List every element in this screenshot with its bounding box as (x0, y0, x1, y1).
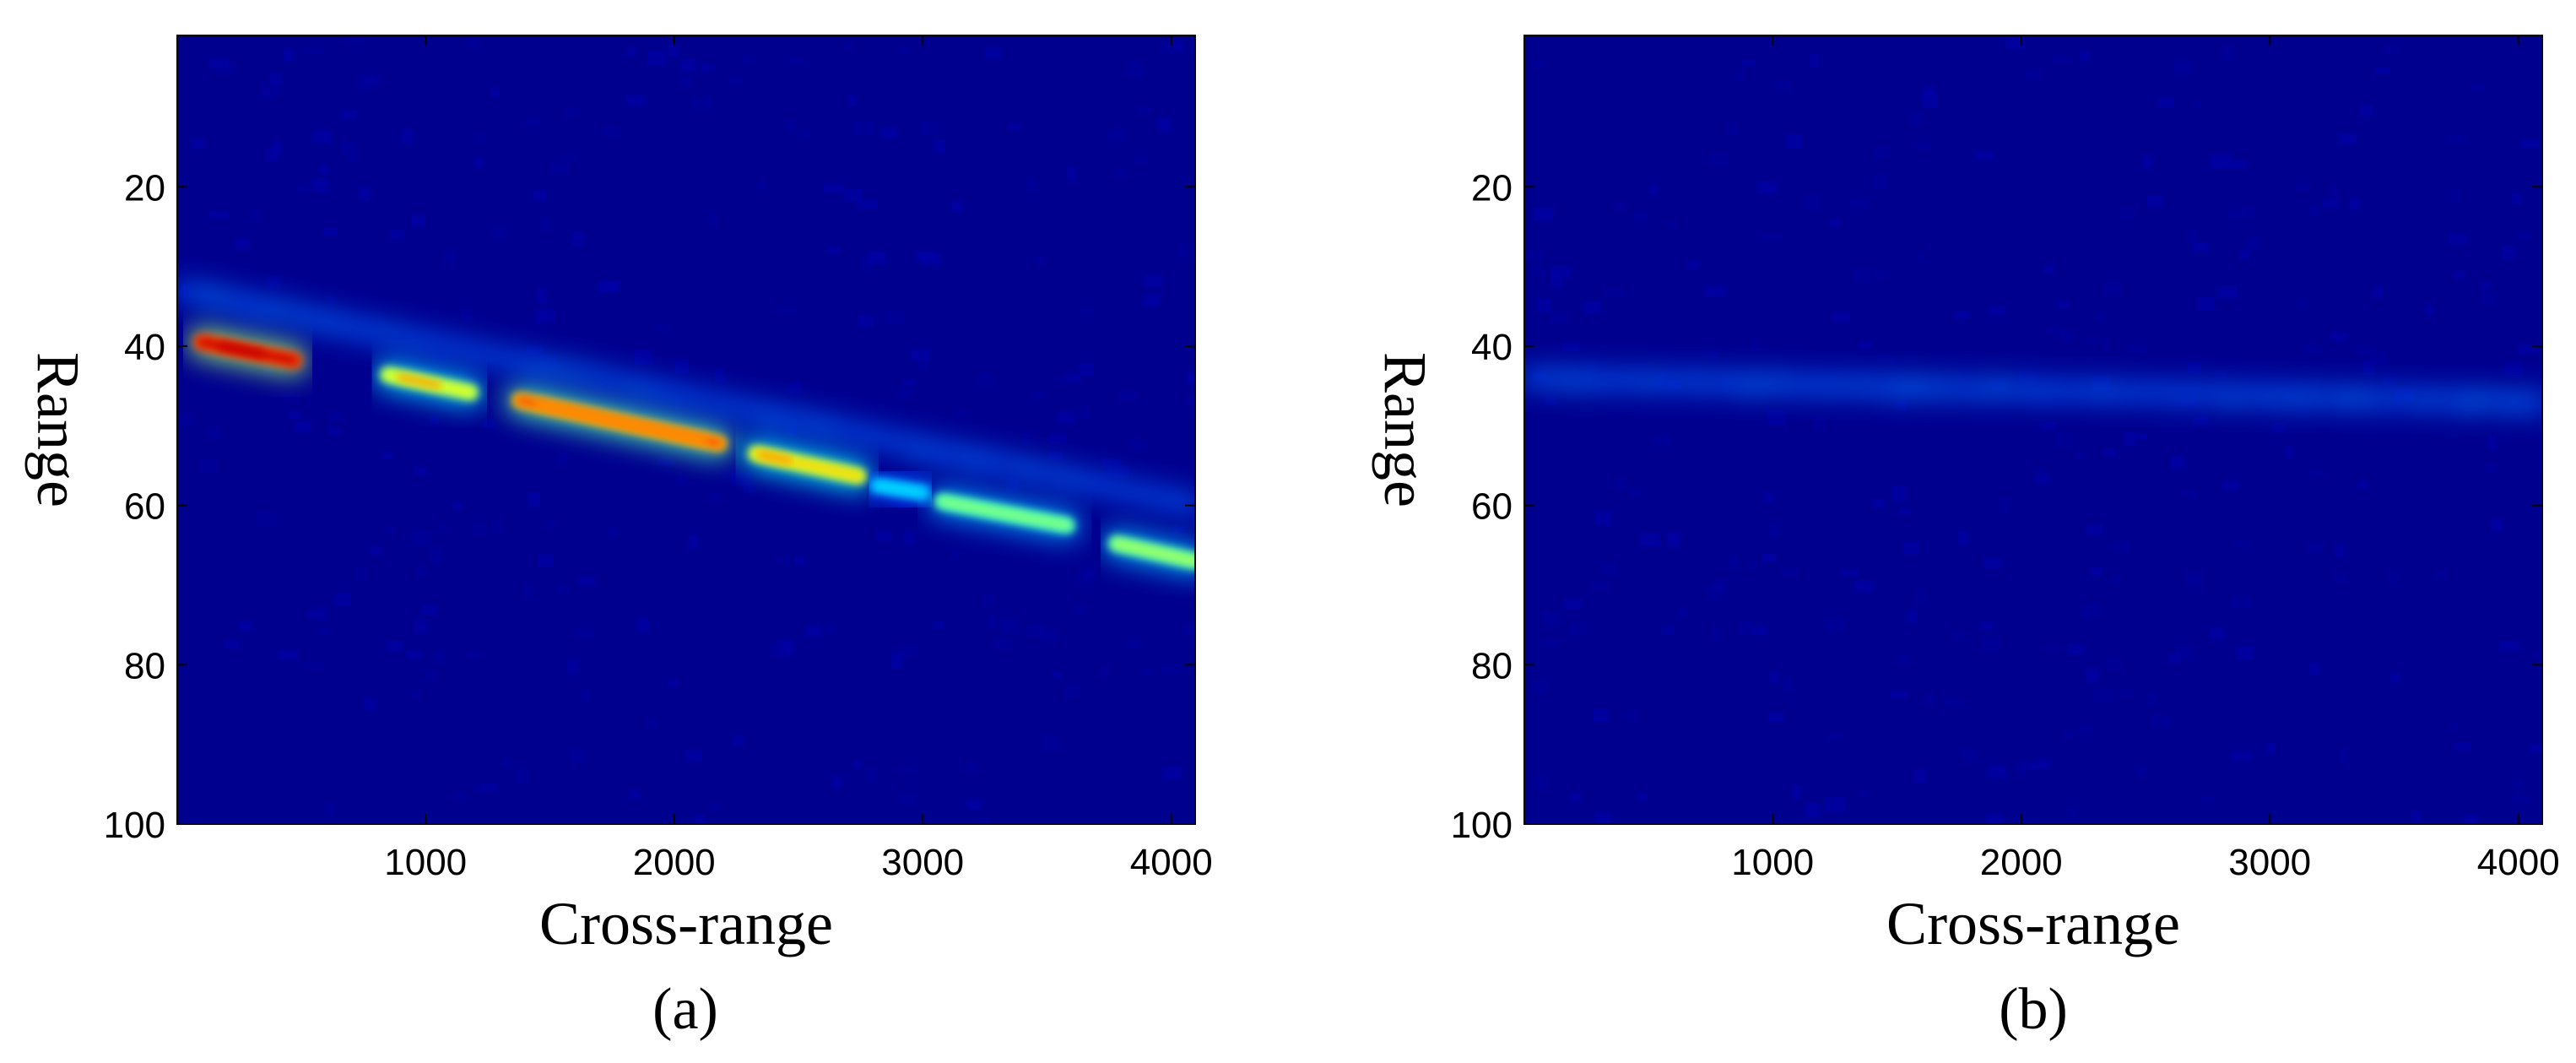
panel-b: 1000 2000 3000 4000 20 40 60 80 100 Cross-range Ra… (1372, 35, 2560, 1042)
heatmap-streak (928, 486, 1082, 540)
x-tick-label: 3000 (2228, 842, 2311, 883)
heatmap-streak (741, 439, 873, 491)
panel-caption: (b) (1999, 977, 2068, 1042)
heatmap-streak (187, 328, 309, 375)
panel-caption: (a) (652, 977, 718, 1042)
y-tick-label: 20 (124, 167, 165, 209)
x-tick-label: 2000 (1980, 842, 2063, 883)
x-tick-label: 1000 (384, 842, 467, 883)
y-tick-label: 40 (1471, 327, 1513, 368)
y-tick-label: 20 (1471, 167, 1513, 209)
heatmap-streak (863, 471, 938, 507)
y-axis-label: Range (1372, 352, 1439, 507)
heatmap-halo (1524, 369, 2542, 413)
heatmap-streak (374, 360, 485, 407)
x-tick-label: 4000 (2477, 842, 2560, 883)
y-tick-label: 80 (124, 645, 165, 686)
heatmap-streak (1101, 529, 1195, 576)
x-axis-label: Cross-range (539, 890, 833, 957)
y-tick-label: 60 (124, 486, 165, 528)
heatmap-plot-area (1524, 36, 2542, 824)
y-tick-label: 100 (1451, 805, 1513, 846)
x-tick-label: 2000 (633, 842, 716, 883)
y-tick-label: 40 (124, 327, 165, 368)
heatmap-streak (506, 386, 733, 458)
heatmap-halo (177, 281, 1195, 514)
heatmap-noise (179, 35, 1195, 824)
axes-frame (1523, 35, 2543, 825)
panel-a: 1000 2000 3000 4000 20 40 60 80 100 Cross-range Ra… (24, 35, 1213, 1042)
heatmap-plot-area (177, 35, 1195, 824)
y-axis-label: Range (24, 352, 92, 507)
y-tick-label: 80 (1471, 645, 1513, 686)
y-tick-label: 100 (104, 805, 165, 846)
y-tick-label: 60 (1471, 486, 1513, 528)
axes-frame (176, 35, 1196, 825)
x-tick-label: 3000 (881, 842, 964, 883)
x-tick-label: 4000 (1130, 842, 1213, 883)
x-axis-label: Cross-range (1886, 890, 2180, 957)
x-tick-label: 1000 (1731, 842, 1814, 883)
